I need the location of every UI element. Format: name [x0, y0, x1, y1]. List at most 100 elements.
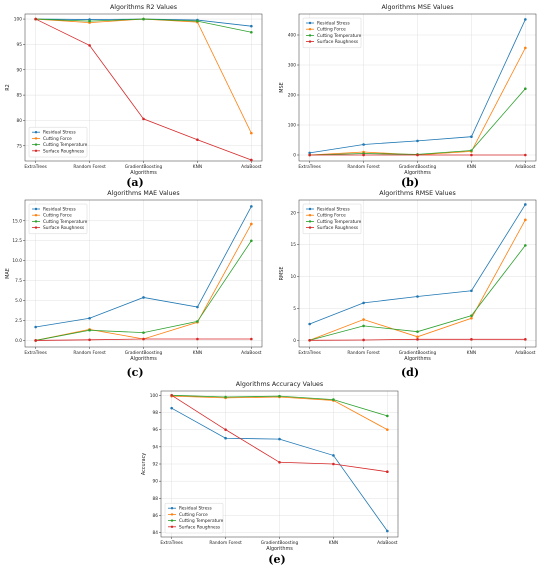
- legend-entry: Cutting Force: [317, 213, 346, 219]
- data-point: [362, 318, 365, 321]
- x-tick-label: Random Forest: [209, 540, 242, 546]
- y-tick-label: 0.0: [15, 338, 22, 344]
- legend-entry: Cutting Temperature: [317, 219, 362, 225]
- x-tick-label: Random Forest: [347, 350, 380, 356]
- data-point: [88, 44, 91, 47]
- data-point: [278, 460, 281, 464]
- data-point: [524, 153, 527, 157]
- y-axis-label: MSE: [279, 82, 285, 92]
- data-point: [362, 143, 365, 146]
- legend-marker: [170, 525, 174, 528]
- legend-box: [302, 17, 362, 48]
- chart-title: Algorithms MAE Values: [107, 190, 179, 197]
- data-point: [142, 337, 145, 341]
- y-tick-label: 2.5: [15, 318, 22, 324]
- data-point: [524, 338, 527, 341]
- x-axis-label: Algorithms: [266, 546, 293, 552]
- chart-title: Algorithms RMSE Values: [379, 190, 455, 197]
- legend-entry: Residual Stress: [317, 21, 350, 27]
- data-point: [524, 46, 527, 50]
- data-point: [524, 18, 527, 21]
- y-tick-label: 75: [17, 143, 23, 149]
- data-point: [386, 428, 389, 431]
- x-tick-label: ExtraTrees: [160, 540, 183, 546]
- y-tick-label: 80: [17, 118, 23, 124]
- x-axis-label: Algorithms: [404, 356, 431, 362]
- legend-marker: [34, 137, 38, 140]
- panel-caption: (d): [401, 366, 419, 379]
- legend-entry: Cutting Temperature: [317, 33, 362, 39]
- x-tick-label: KNN: [329, 540, 338, 546]
- y-tick-label: 0: [293, 153, 296, 159]
- data-point: [332, 398, 335, 401]
- y-tick-label: 10: [291, 274, 297, 280]
- data-point: [524, 87, 527, 90]
- data-point: [362, 301, 365, 305]
- data-point: [470, 149, 473, 152]
- legend-entry: Residual Stress: [43, 207, 76, 213]
- y-tick-label: 96: [153, 427, 159, 433]
- data-point: [278, 437, 281, 441]
- y-tick-label: 20: [291, 210, 297, 216]
- legend-marker: [308, 40, 312, 43]
- data-point: [196, 320, 199, 323]
- data-point: [416, 330, 419, 333]
- data-point: [250, 131, 253, 135]
- legend-marker: [308, 21, 312, 25]
- y-tick-label: 100: [288, 123, 296, 129]
- x-axis-label: Algorithms: [130, 170, 157, 176]
- legend-entry: Cutting Force: [179, 512, 208, 518]
- y-tick-label: 85: [17, 93, 23, 99]
- legend-entry: Cutting Temperature: [43, 219, 88, 225]
- data-point: [170, 406, 173, 410]
- y-tick-label: 5.0: [15, 298, 22, 304]
- x-tick-label: GradientBoosting: [125, 164, 163, 170]
- panel-caption: (c): [126, 366, 143, 379]
- data-point: [416, 335, 419, 339]
- legend-marker: [34, 220, 38, 223]
- legend-entry: Surface Roughness: [317, 225, 359, 231]
- y-tick-label: 90: [17, 67, 23, 73]
- data-point: [196, 19, 199, 23]
- data-point: [308, 338, 311, 342]
- data-point: [308, 151, 311, 155]
- chart-title: Algorithms MSE Values: [381, 4, 453, 11]
- data-point: [142, 331, 145, 334]
- data-point: [470, 338, 473, 341]
- data-point: [524, 244, 527, 247]
- x-tick-label: Random Forest: [347, 164, 380, 170]
- data-point: [142, 296, 145, 299]
- data-point: [34, 325, 37, 329]
- legend-marker: [308, 207, 312, 211]
- panel-caption: (b): [401, 176, 419, 189]
- y-tick-label: 95: [17, 42, 23, 48]
- data-point: [88, 316, 91, 320]
- data-point: [524, 203, 527, 206]
- panel-caption: (a): [126, 176, 144, 189]
- y-tick-label: 94: [153, 444, 159, 450]
- data-point: [470, 289, 473, 293]
- y-axis-label: MAE: [5, 268, 11, 279]
- y-tick-label: 200: [288, 93, 296, 99]
- legend-box: [302, 203, 362, 234]
- y-tick-label: 100: [150, 393, 158, 399]
- data-point: [224, 436, 227, 440]
- data-point: [88, 338, 91, 342]
- legend-entry: Cutting Force: [317, 27, 346, 33]
- legend-box: [28, 126, 88, 158]
- chart-panel-1: ExtraTrees Random Forest GradientBoosting K…: [5, 4, 263, 189]
- data-point: [250, 205, 253, 208]
- legend-entry: Cutting Temperature: [179, 518, 224, 524]
- data-point: [278, 394, 281, 398]
- data-point: [34, 17, 37, 21]
- legend-entry: Residual Stress: [179, 506, 212, 512]
- chart-panel-3: ExtraTrees Random Forest GradientBoosting K…: [5, 190, 263, 379]
- y-axis-label: Accuracy: [141, 453, 147, 475]
- data-point: [362, 324, 365, 328]
- y-tick-label: 0: [293, 338, 296, 344]
- legend-marker: [170, 513, 174, 516]
- legend-marker: [308, 34, 312, 37]
- legend-entry: Surface Roughness: [317, 39, 359, 45]
- data-point: [332, 454, 335, 457]
